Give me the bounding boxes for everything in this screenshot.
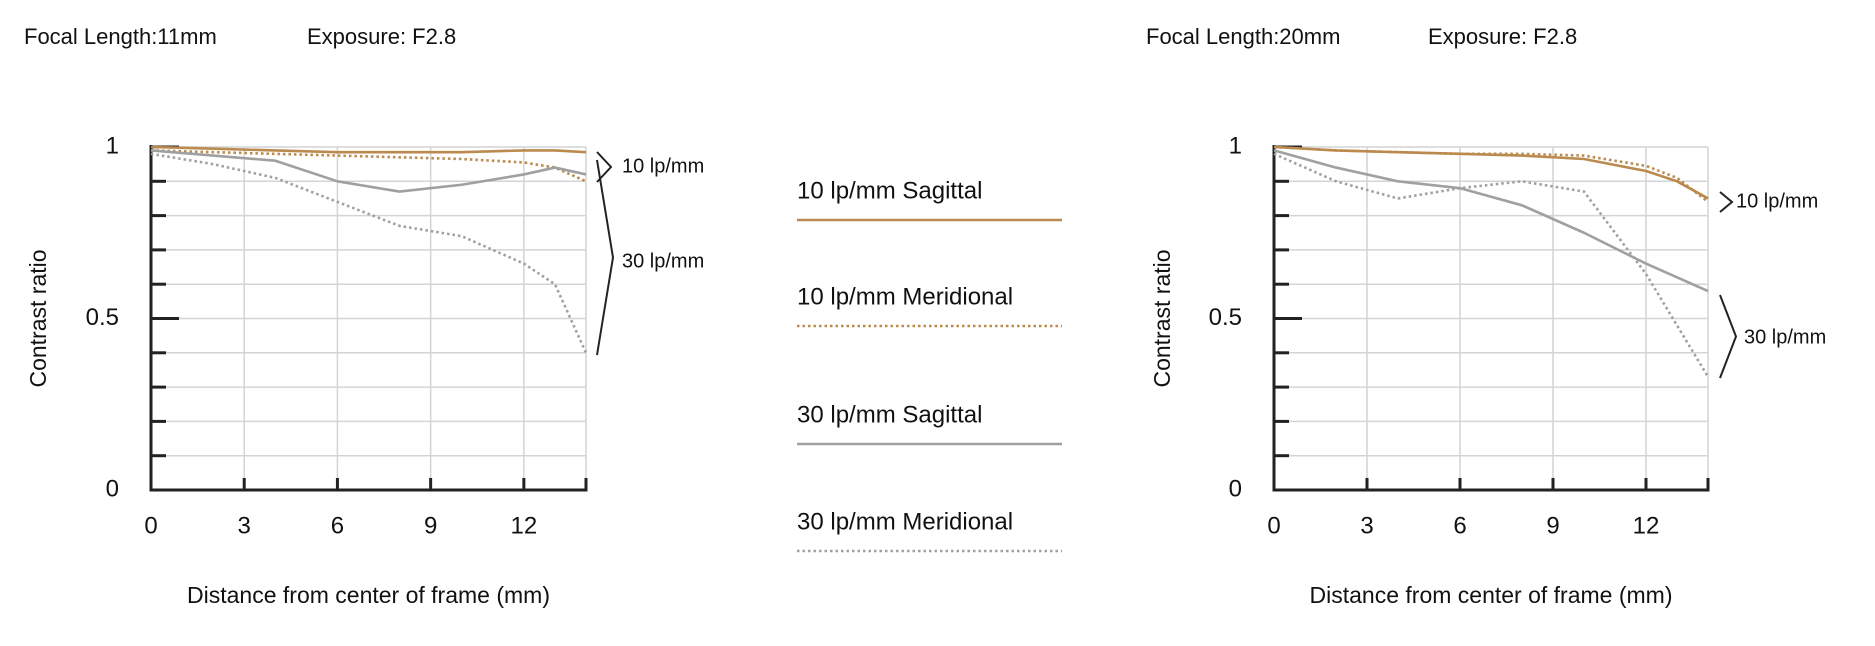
- y-tick-label: 1: [1229, 132, 1242, 159]
- x-tick-label: 12: [511, 512, 538, 539]
- y-tick-label: 0: [1229, 475, 1242, 502]
- legend-label: 30 lp/mm Meridional: [797, 508, 1013, 535]
- y-tick-label: 0: [106, 475, 119, 502]
- x-tick-label: 6: [1453, 512, 1466, 539]
- y-axis-label: Contrast ratio: [1149, 249, 1175, 387]
- series-line: [1273, 152, 1710, 378]
- legend-label: 10 lp/mm Meridional: [797, 283, 1013, 310]
- series-line: [1273, 149, 1709, 293]
- y-tick-label: 1: [106, 132, 119, 159]
- annotation: 30 lp/mm: [622, 250, 704, 272]
- annotation: 30 lp/mm: [1744, 326, 1826, 348]
- x-tick-label: 9: [1546, 512, 1559, 539]
- chart-subtitle: Exposure: F2.8: [1428, 24, 1577, 49]
- annotation: 10 lp/mm: [622, 155, 704, 177]
- series-line: [150, 149, 587, 183]
- annotation: 10 lp/mm: [1736, 190, 1818, 212]
- series-line: [1273, 145, 1709, 203]
- legend-label: 30 lp/mm Sagittal: [797, 401, 982, 428]
- x-tick-label: 3: [238, 512, 251, 539]
- y-axis-label: Contrast ratio: [25, 249, 51, 387]
- x-tick-label: 0: [144, 512, 157, 539]
- x-tick-label: 3: [1360, 512, 1373, 539]
- legend-label: 10 lp/mm Sagittal: [797, 177, 982, 204]
- chart-title: Focal Length:11mm: [24, 24, 217, 49]
- x-axis-label: Distance from center of frame (mm): [1310, 582, 1673, 608]
- x-tick-label: 0: [1267, 512, 1280, 539]
- x-tick-label: 12: [1633, 512, 1660, 539]
- x-tick-label: 6: [331, 512, 344, 539]
- series-line: [150, 152, 588, 354]
- bracket: [1719, 294, 1738, 379]
- bracket: [596, 151, 613, 183]
- y-tick-label: 0.5: [86, 304, 119, 331]
- series-line: [1273, 145, 1709, 200]
- series-line: [150, 149, 587, 193]
- x-axis-label: Distance from center of frame (mm): [187, 582, 550, 608]
- y-tick-label: 0.5: [1209, 304, 1242, 331]
- chart-title: Focal Length:20mm: [1146, 24, 1340, 49]
- chart-subtitle: Exposure: F2.8: [307, 24, 456, 49]
- bracket: [1719, 191, 1734, 213]
- x-tick-label: 9: [424, 512, 437, 539]
- bracket: [596, 159, 615, 356]
- series-line: [150, 145, 587, 154]
